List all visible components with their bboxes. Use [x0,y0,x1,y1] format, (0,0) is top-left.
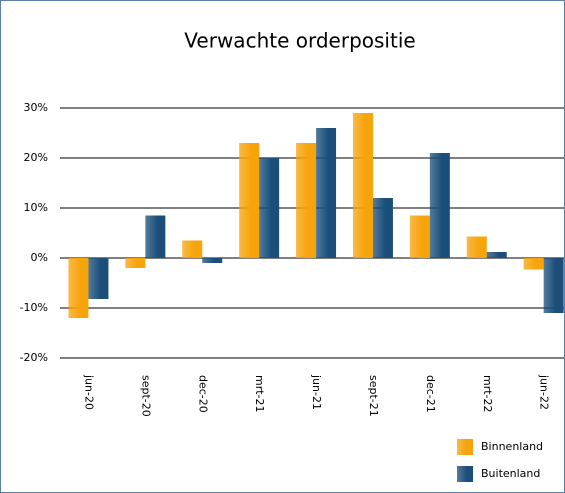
y-tick-label: 0% [31,251,48,264]
x-tick-label: sept-20 [139,375,152,417]
bar [486,252,507,258]
x-tick-label: sept-21 [367,375,380,417]
bar [239,143,260,258]
bar [145,215,166,258]
bar [296,143,317,258]
bar [316,128,337,258]
legend-label: Binnenland [481,440,543,453]
x-tick-label: dec-21 [424,375,437,413]
x-tick-label: jun-21 [310,374,323,410]
y-tick-label: 20% [24,151,48,164]
bar [125,258,146,268]
y-tick-label: -20% [20,351,48,364]
bar [372,198,393,258]
bar [259,158,280,258]
bar [429,153,450,258]
x-tick-label: jun-20 [82,374,95,410]
x-tick-label: mrt-21 [253,375,266,413]
y-tick-label: -10% [20,301,48,314]
x-tick-label: mrt-22 [481,375,494,413]
bar [68,258,89,318]
bar [202,258,223,263]
bar [182,240,203,258]
y-tick-label: 10% [24,201,48,214]
bar [88,258,109,299]
bar [352,113,373,258]
bar [543,258,564,313]
chart-title: Verwachte orderpositie [184,29,415,53]
bar [466,236,487,258]
legend-label: Buitenland [481,467,540,480]
bar [409,215,430,258]
x-tick-label: jun-22 [538,374,551,410]
y-tick-label: 30% [24,101,48,114]
bar [523,258,544,270]
legend-swatch [457,439,473,455]
legend-swatch [457,466,473,482]
x-tick-label: dec-20 [196,375,209,413]
